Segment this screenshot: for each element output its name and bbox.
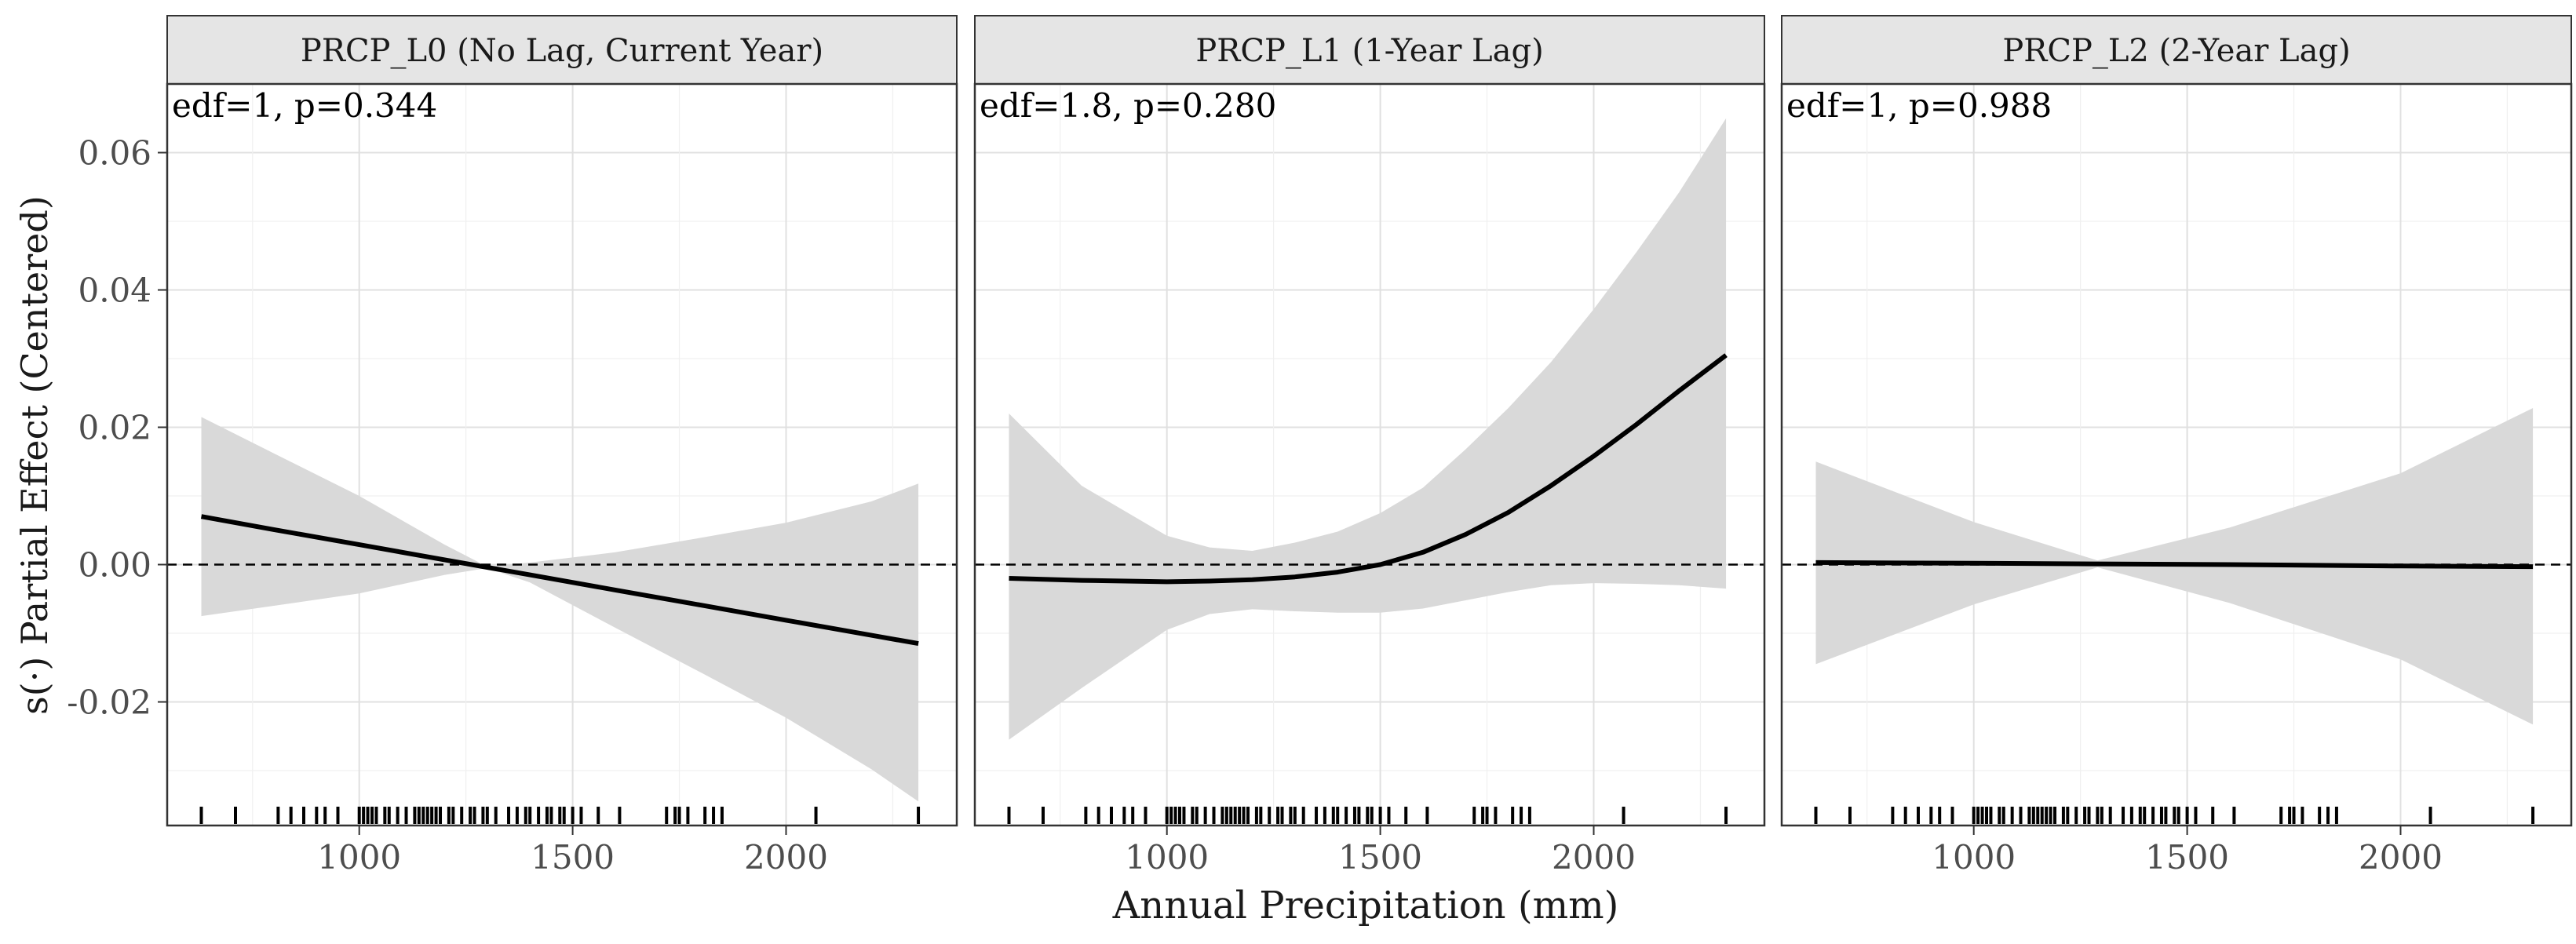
x-tick-label: 1000 [1125, 838, 1209, 877]
panel-border [973, 82, 1766, 827]
panel-strip-label: PRCP_L1 (1-Year Lag) [1195, 33, 1543, 69]
x-tick-label: 1500 [531, 838, 615, 877]
confidence-band [1009, 118, 1727, 740]
y-axis-label: s(·) Partial Effect (Centered) [13, 195, 56, 715]
y-tick-label: 0.00 [78, 546, 151, 585]
y-tick-label: 0.02 [78, 409, 151, 447]
panel-strip-label: PRCP_L0 (No Lag, Current Year) [301, 33, 823, 69]
panel: PRCP_L0 (No Lag, Current Year) edf=1, p=0… [166, 15, 958, 877]
panel-strip [974, 15, 1765, 85]
panel-strip [166, 15, 958, 85]
panel-strip-label: PRCP_L2 (2-Year Lag) [2002, 33, 2350, 69]
panel-annotation: edf=1, p=0.988 [1786, 86, 2052, 125]
x-tick-label: 2000 [744, 838, 828, 877]
panel: PRCP_L2 (2-Year Lag) edf=1, p=0.988 1000 15… [1780, 15, 2573, 877]
y-tick-label: 0.06 [78, 134, 151, 173]
x-axis-label: Annual Precipitation (mm) [1112, 884, 1619, 928]
y-tick-label: 0.04 [78, 272, 151, 310]
smooth-line [200, 514, 919, 647]
panel-border [1780, 82, 2573, 827]
x-tick-label: 1500 [2145, 838, 2229, 877]
x-tick-label: 2000 [2359, 838, 2443, 877]
panel-annotation: edf=1.8, p=0.280 [980, 86, 1276, 125]
x-tick-label: 1500 [1338, 838, 1422, 877]
smooth-line [1009, 353, 1728, 585]
panel-border [166, 82, 958, 827]
x-tick-label: 1000 [1932, 838, 2016, 877]
x-tick-label: 1000 [317, 838, 401, 877]
panel-strip [1781, 15, 2572, 85]
panels: PRCP_L0 (No Lag, Current Year) edf=1, p=0… [166, 15, 2573, 877]
y-axis: 0.06 0.04 0.02 0.00 -0.02 [67, 134, 167, 722]
confidence-band [201, 417, 919, 802]
y-tick-label: -0.02 [67, 683, 151, 722]
panel: PRCP_L1 (1-Year Lag) edf=1.8, p=0.280 1000… [973, 15, 1766, 877]
x-tick-label: 2000 [1552, 838, 1636, 877]
panel-annotation: edf=1, p=0.344 [172, 86, 437, 125]
